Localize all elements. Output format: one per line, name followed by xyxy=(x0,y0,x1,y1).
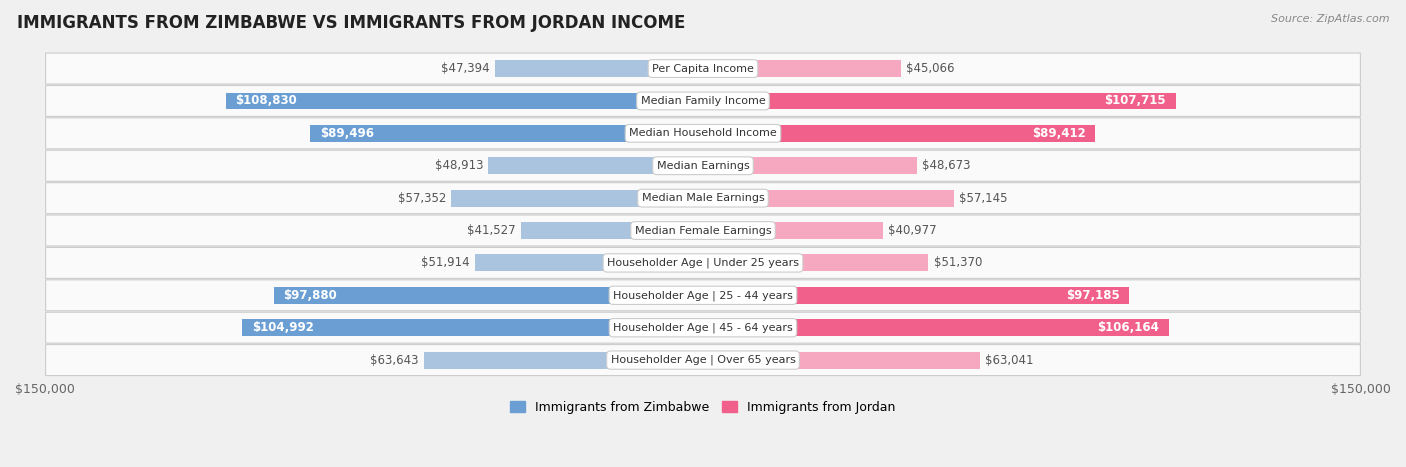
Text: $106,164: $106,164 xyxy=(1097,321,1159,334)
Text: $104,992: $104,992 xyxy=(252,321,314,334)
FancyBboxPatch shape xyxy=(45,280,1361,311)
Bar xyxy=(703,190,953,206)
Text: Median Male Earnings: Median Male Earnings xyxy=(641,193,765,203)
Text: Source: ZipAtlas.com: Source: ZipAtlas.com xyxy=(1271,14,1389,24)
Text: $41,527: $41,527 xyxy=(467,224,516,237)
Text: $63,643: $63,643 xyxy=(370,354,419,367)
Bar xyxy=(242,319,703,336)
Text: Householder Age | Over 65 years: Householder Age | Over 65 years xyxy=(610,355,796,365)
Legend: Immigrants from Zimbabwe, Immigrants from Jordan: Immigrants from Zimbabwe, Immigrants fro… xyxy=(505,396,901,418)
Bar xyxy=(423,352,703,368)
Text: Median Female Earnings: Median Female Earnings xyxy=(634,226,772,235)
FancyBboxPatch shape xyxy=(45,248,1361,278)
Text: $45,066: $45,066 xyxy=(905,62,955,75)
Bar xyxy=(451,190,703,206)
Bar xyxy=(703,157,917,174)
Text: $48,673: $48,673 xyxy=(922,159,970,172)
FancyBboxPatch shape xyxy=(45,150,1361,181)
Text: Householder Age | 45 - 64 years: Householder Age | 45 - 64 years xyxy=(613,322,793,333)
Bar xyxy=(703,125,1095,142)
Text: Median Household Income: Median Household Income xyxy=(628,128,778,138)
FancyBboxPatch shape xyxy=(45,312,1361,343)
Text: Householder Age | Under 25 years: Householder Age | Under 25 years xyxy=(607,258,799,268)
Text: $107,715: $107,715 xyxy=(1104,94,1166,107)
Text: $48,913: $48,913 xyxy=(434,159,484,172)
Bar xyxy=(703,352,980,368)
Bar xyxy=(225,92,703,109)
Text: IMMIGRANTS FROM ZIMBABWE VS IMMIGRANTS FROM JORDAN INCOME: IMMIGRANTS FROM ZIMBABWE VS IMMIGRANTS F… xyxy=(17,14,685,32)
Text: Median Family Income: Median Family Income xyxy=(641,96,765,106)
FancyBboxPatch shape xyxy=(45,345,1361,375)
Text: Per Capita Income: Per Capita Income xyxy=(652,64,754,74)
Text: $57,352: $57,352 xyxy=(398,191,446,205)
Bar xyxy=(703,287,1129,304)
Bar xyxy=(495,60,703,77)
Text: $51,370: $51,370 xyxy=(934,256,981,269)
FancyBboxPatch shape xyxy=(45,118,1361,149)
Bar xyxy=(703,222,883,239)
Bar xyxy=(703,92,1175,109)
Bar xyxy=(520,222,703,239)
Text: $57,145: $57,145 xyxy=(959,191,1008,205)
Text: Householder Age | 25 - 44 years: Householder Age | 25 - 44 years xyxy=(613,290,793,301)
FancyBboxPatch shape xyxy=(45,183,1361,213)
Bar xyxy=(703,255,928,271)
FancyBboxPatch shape xyxy=(45,53,1361,84)
Bar xyxy=(488,157,703,174)
Bar xyxy=(311,125,703,142)
Text: $89,412: $89,412 xyxy=(1032,127,1085,140)
FancyBboxPatch shape xyxy=(45,85,1361,116)
Text: $108,830: $108,830 xyxy=(235,94,297,107)
Text: $51,914: $51,914 xyxy=(422,256,470,269)
Text: $89,496: $89,496 xyxy=(321,127,374,140)
Bar xyxy=(703,60,901,77)
Text: Median Earnings: Median Earnings xyxy=(657,161,749,171)
Text: $40,977: $40,977 xyxy=(889,224,936,237)
Bar xyxy=(703,319,1168,336)
Bar xyxy=(274,287,703,304)
Bar xyxy=(475,255,703,271)
Text: $97,880: $97,880 xyxy=(284,289,337,302)
Text: $47,394: $47,394 xyxy=(441,62,489,75)
Text: $97,185: $97,185 xyxy=(1066,289,1119,302)
Text: $63,041: $63,041 xyxy=(984,354,1033,367)
FancyBboxPatch shape xyxy=(45,215,1361,246)
